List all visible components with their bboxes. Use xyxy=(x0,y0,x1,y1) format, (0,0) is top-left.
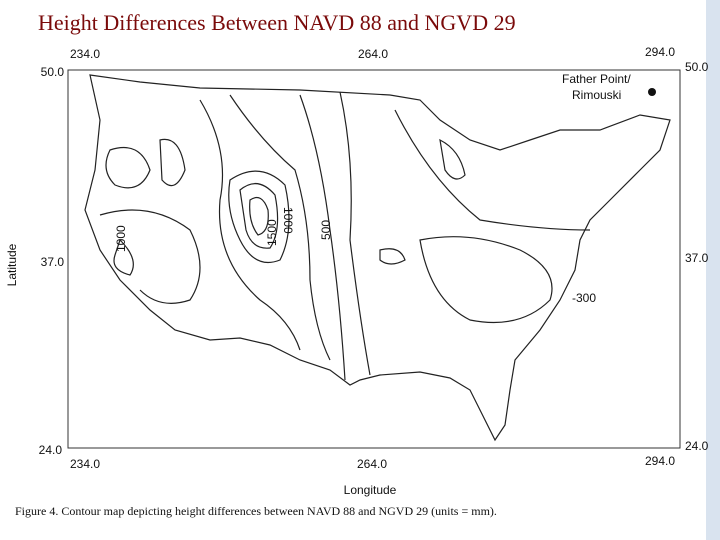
side-strip xyxy=(706,0,720,540)
contour-label: 1500 xyxy=(265,219,279,246)
y-tick-label: 24.0 xyxy=(39,443,63,457)
contour-label: 1000 xyxy=(281,207,295,234)
contour-label: -300 xyxy=(572,291,596,305)
contour xyxy=(159,138,186,187)
annotation: Rimouski xyxy=(572,88,621,102)
y-tick-label: 50.0 xyxy=(685,60,709,74)
x-tick-label: 234.0 xyxy=(70,457,100,471)
y-axis-label: Latitude xyxy=(5,243,19,286)
y-tick-label: 37.0 xyxy=(685,251,709,265)
x-tick-label: 234.0 xyxy=(70,47,100,61)
contour xyxy=(113,238,134,276)
y-tick-label: 24.0 xyxy=(685,439,709,453)
slide-title: Height Differences Between NAVD 88 and N… xyxy=(38,10,516,35)
contour-label: 500 xyxy=(319,220,333,240)
contour xyxy=(339,91,371,376)
contour xyxy=(419,236,553,324)
figure-caption: Figure 4. Contour map depicting height d… xyxy=(15,504,497,518)
x-tick-label: 294.0 xyxy=(645,454,675,468)
contour xyxy=(99,209,201,304)
y-tick-label: 37.0 xyxy=(41,255,65,269)
contour xyxy=(228,170,290,264)
station-marker xyxy=(648,88,656,96)
map-frame xyxy=(67,69,681,449)
contour-map xyxy=(84,74,671,442)
y-tick-label: 50.0 xyxy=(41,65,65,79)
x-tick-label: 264.0 xyxy=(358,47,388,61)
contour xyxy=(249,197,269,236)
contour-label: 1000 xyxy=(114,225,128,252)
x-axis-label: Longitude xyxy=(344,483,397,497)
x-tick-label: 264.0 xyxy=(357,457,387,471)
contour xyxy=(199,99,301,351)
contour xyxy=(105,146,151,189)
contour xyxy=(394,109,591,231)
coastline xyxy=(84,74,671,442)
contour xyxy=(229,94,331,361)
contour xyxy=(299,94,346,381)
contour xyxy=(439,138,466,180)
contour xyxy=(379,248,406,265)
contour xyxy=(239,183,279,249)
x-tick-label: 294.0 xyxy=(645,45,675,59)
annotation: Father Point/ xyxy=(562,72,631,86)
